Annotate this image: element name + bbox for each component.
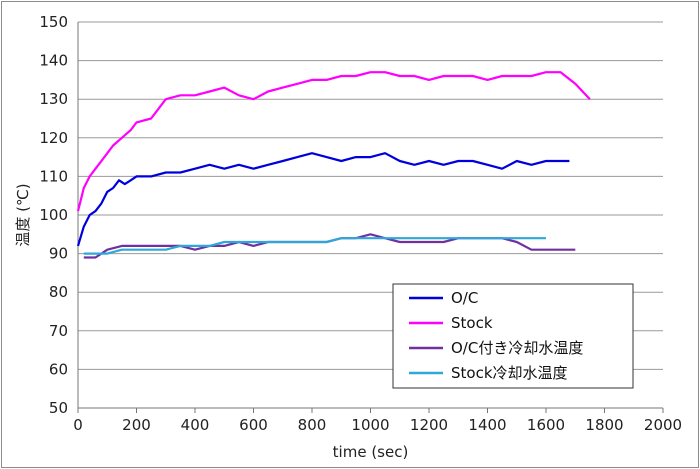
y-tick-label: 80 <box>49 283 68 301</box>
x-tick-label: 800 <box>298 416 327 434</box>
axes <box>77 22 664 413</box>
x-tick-label: 400 <box>181 416 210 434</box>
series-line-1 <box>76 152 570 247</box>
y-tick-label: 140 <box>39 52 68 70</box>
x-tick-label: 2000 <box>644 416 682 434</box>
y-tick-label: 90 <box>49 245 68 263</box>
y-tick-label: 60 <box>49 360 68 378</box>
x-tick-label: 1600 <box>527 416 565 434</box>
x-tick-label: 1400 <box>468 416 506 434</box>
legend-label-3: O/C付き冷却水温度 <box>451 339 583 357</box>
series-line-2 <box>76 71 591 212</box>
legend-items: O/C Stock O/C付き冷却水温度 Stock冷却水温度 <box>409 289 583 382</box>
legend: O/C Stock O/C付き冷却水温度 Stock冷却水温度 <box>392 283 634 389</box>
series-line-4 <box>83 237 546 255</box>
legend-label-1: O/C <box>451 289 478 307</box>
legend-label-2: Stock <box>451 314 493 332</box>
y-tick-label: 70 <box>49 322 68 340</box>
legend-label-4: Stock冷却水温度 <box>451 364 568 382</box>
legend-box <box>392 283 634 389</box>
y-tick-label: 50 <box>49 399 68 417</box>
y-tick-label: 100 <box>39 206 68 224</box>
x-tick-label: 600 <box>239 416 268 434</box>
x-tick-labels: 0 200 400 600 800 1000 1200 1400 1600 1800 2000 <box>73 416 682 434</box>
y-tick-labels: 50 60 70 80 90 100 110 120 130 140 150 <box>39 13 68 417</box>
y-axis-title: 温度 (℃) <box>14 183 32 246</box>
x-tick-label: 0 <box>73 416 83 434</box>
y-tick-label: 130 <box>39 90 68 108</box>
y-tick-label: 110 <box>39 167 68 185</box>
x-tick-label: 1000 <box>351 416 389 434</box>
x-tick-label: 200 <box>122 416 151 434</box>
x-tick-label: 1800 <box>585 416 623 434</box>
x-tick-label: 1200 <box>410 416 448 434</box>
x-axis-title: time (sec) <box>333 443 409 461</box>
y-tick-label: 150 <box>39 13 68 31</box>
series-lines <box>76 71 591 259</box>
y-tick-label: 120 <box>39 129 68 147</box>
